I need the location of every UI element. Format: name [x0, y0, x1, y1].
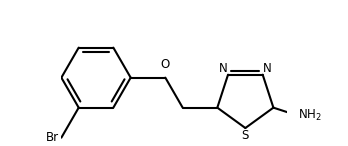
- Text: Br: Br: [46, 131, 58, 144]
- Text: S: S: [242, 129, 249, 142]
- Text: N: N: [263, 62, 271, 75]
- Text: NH$_2$: NH$_2$: [298, 108, 322, 123]
- Text: N: N: [219, 62, 228, 75]
- Text: O: O: [161, 58, 170, 71]
